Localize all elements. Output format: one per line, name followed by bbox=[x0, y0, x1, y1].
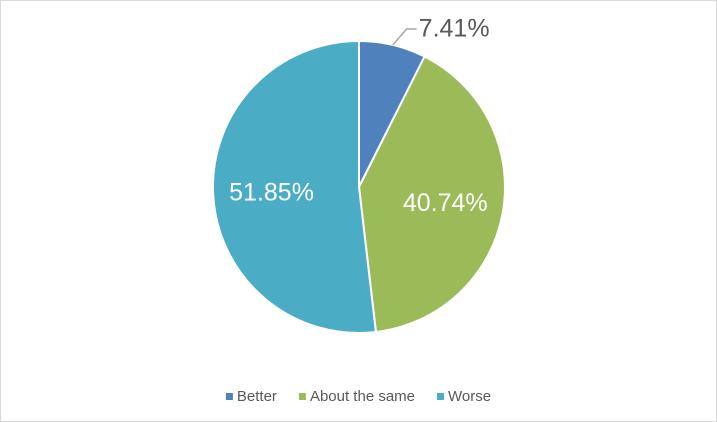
pie-slice bbox=[357, 55, 506, 334]
legend-marker bbox=[225, 393, 233, 400]
legend-label: About the same bbox=[310, 388, 415, 405]
data-label: 40.74% bbox=[403, 189, 488, 217]
data-label: 7.41% bbox=[419, 15, 490, 43]
data-label: 51.85% bbox=[229, 179, 314, 207]
legend-label: Better bbox=[237, 388, 277, 405]
legend-marker bbox=[437, 393, 445, 400]
pie-slice bbox=[212, 39, 378, 334]
legend-label: Worse bbox=[448, 388, 491, 405]
pie: 7.41% 40.74% 51.85% bbox=[212, 15, 506, 334]
leader-line bbox=[392, 28, 417, 46]
legend-marker bbox=[298, 393, 306, 400]
legend: Better About the same Worse bbox=[225, 388, 491, 405]
